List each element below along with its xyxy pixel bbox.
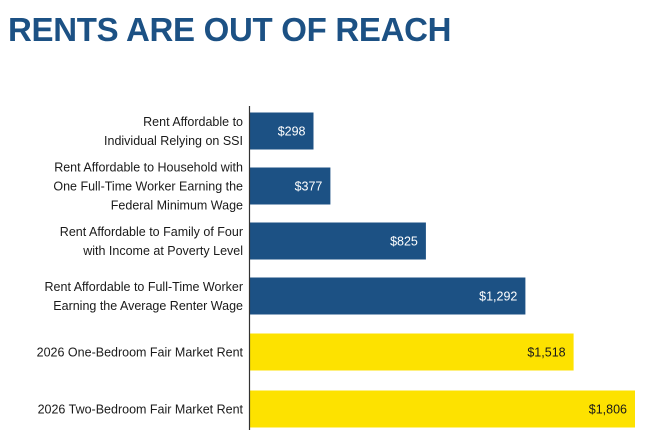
category-label-line: One Full-Time Worker Earning the xyxy=(53,180,243,194)
category-label-1: Rent Affordable to Individual Relying on … xyxy=(104,115,243,148)
category-label-line: Rent Affordable to Household with xyxy=(54,161,243,175)
category-label-2: Rent Affordable to Household with One Ful… xyxy=(53,161,243,213)
bar-6 xyxy=(250,390,635,428)
bar-1 xyxy=(250,112,314,150)
category-label-line: Earning the Average Renter Wage xyxy=(53,299,243,313)
bar-3 xyxy=(250,222,426,260)
bar-value-label-5: $1,518 xyxy=(527,346,565,360)
category-label-line: Rent Affordable to xyxy=(143,115,243,129)
bar-2 xyxy=(250,167,331,205)
category-label-line: Federal Minimum Wage xyxy=(111,199,243,213)
bar-value-label-6: $1,806 xyxy=(589,403,627,417)
bar-value-label-3: $825 xyxy=(390,235,418,249)
category-label-3: Rent Affordable to Family of Four with In… xyxy=(60,225,243,258)
bar-4 xyxy=(250,277,526,315)
bar-value-label-4: $1,292 xyxy=(479,290,517,304)
category-label-line: with Income at Poverty Level xyxy=(82,244,243,258)
bar-5 xyxy=(250,333,574,371)
category-label-line: 2026 One-Bedroom Fair Market Rent xyxy=(37,346,244,360)
category-label-5: 2026 One-Bedroom Fair Market Rent xyxy=(37,346,244,360)
category-label-line: Rent Affordable to Family of Four xyxy=(60,225,243,239)
category-label-line: 2026 Two-Bedroom Fair Market Rent xyxy=(38,403,244,417)
category-label-4: Rent Affordable to Full-Time Worker Earni… xyxy=(45,280,244,313)
bar-value-label-1: $298 xyxy=(278,125,306,139)
category-label-line: Individual Relying on SSI xyxy=(104,134,243,148)
chart-title: RENTS ARE OUT OF REACH xyxy=(8,11,452,48)
category-label-6: 2026 Two-Bedroom Fair Market Rent xyxy=(38,403,244,417)
bar-value-label-2: $377 xyxy=(295,180,323,194)
category-label-line: Rent Affordable to Full-Time Worker xyxy=(45,280,243,294)
